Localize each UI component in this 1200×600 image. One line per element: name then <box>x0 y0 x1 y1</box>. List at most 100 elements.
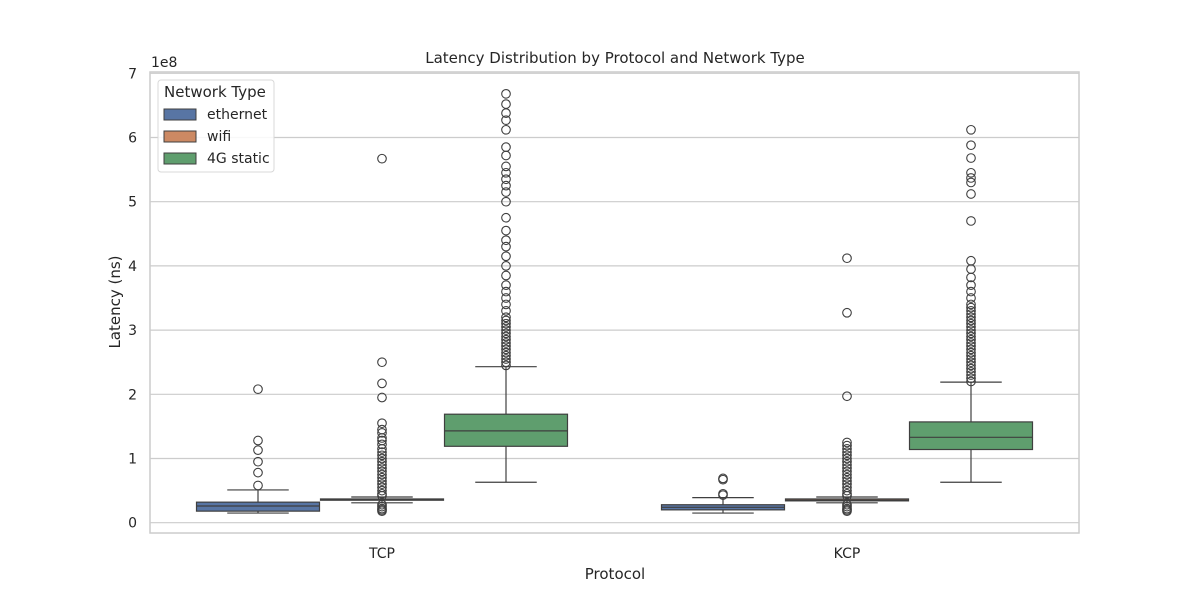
outlier-point <box>966 167 976 178</box>
outlier-point <box>377 418 387 429</box>
outlier-point <box>842 453 852 464</box>
y-tick-label: 6 <box>128 131 137 147</box>
outlier-point <box>966 305 976 316</box>
outlier-point <box>501 270 511 281</box>
box-ethernet-tcp <box>195 384 321 514</box>
outlier-point <box>501 328 511 339</box>
outlier-point <box>966 363 976 374</box>
outlier-point <box>842 472 852 483</box>
grid-lines <box>150 72 1079 524</box>
legend-swatch <box>163 130 197 143</box>
legend-label: wifi <box>207 129 231 145</box>
plot-area <box>149 71 1080 534</box>
y-tick-label: 2 <box>128 387 137 403</box>
outlier-point <box>966 344 976 355</box>
box-wifi-tcp <box>319 153 445 516</box>
outlier-point <box>377 357 387 368</box>
outlier-point <box>842 476 852 486</box>
outlier-point <box>966 216 976 226</box>
outlier-point <box>501 318 511 329</box>
outlier-point <box>966 318 976 329</box>
y-tick-label: 1 <box>128 452 137 468</box>
outlier-point <box>966 312 976 323</box>
outlier-point <box>377 424 387 435</box>
legend-label: 4G static <box>207 151 270 167</box>
outlier-point <box>718 488 728 499</box>
outlier-point <box>501 124 511 135</box>
outlier-point <box>501 305 511 316</box>
y-tick-label: 5 <box>128 195 137 211</box>
outlier-point <box>501 293 511 303</box>
outlier-point <box>842 447 852 457</box>
outlier-point <box>501 174 511 185</box>
outlier-point <box>966 189 976 199</box>
outlier-point <box>842 488 852 499</box>
y-tick-labels: 0 1 2 3 4 5 6 7 <box>128 66 137 531</box>
outlier-point <box>718 473 728 484</box>
outlier-point <box>842 444 852 454</box>
outlier-point <box>501 354 511 364</box>
y-multiplier-label: 1e8 <box>151 55 177 71</box>
outlier-point <box>966 309 976 319</box>
outlier-point <box>966 341 976 352</box>
x-tick-label: KCP <box>834 546 861 562</box>
outlier-point <box>253 435 263 446</box>
outlier-point <box>842 482 852 493</box>
outlier-point <box>377 469 387 480</box>
outlier-point <box>377 392 387 403</box>
outlier-point <box>253 480 263 491</box>
outlier-point <box>501 280 511 291</box>
outlier-point <box>501 315 511 326</box>
outlier-point <box>966 347 976 358</box>
outlier-point <box>842 437 852 448</box>
box-ethernet-kcp <box>660 473 786 514</box>
outlier-point <box>501 261 511 271</box>
outlier-point <box>966 255 976 266</box>
outlier-point <box>966 315 976 326</box>
outlier-point <box>501 286 511 297</box>
outlier-point <box>966 376 976 387</box>
outlier-point <box>842 469 852 480</box>
outlier-point <box>501 341 511 352</box>
outlier-point <box>842 440 852 451</box>
outlier-point <box>501 241 511 252</box>
outlier-point <box>501 334 511 345</box>
legend-label: ethernet <box>207 107 268 123</box>
outlier-point <box>501 360 511 371</box>
outlier-point <box>377 439 387 450</box>
box-body <box>908 421 1034 451</box>
outlier-point <box>501 99 511 109</box>
outlier-point <box>377 472 387 483</box>
legend-title: Network Type <box>164 83 266 101</box>
outlier-point <box>966 280 976 291</box>
outlier-point <box>966 366 976 377</box>
outlier-point <box>501 322 511 332</box>
outlier-point <box>501 312 511 323</box>
outlier-point <box>966 325 976 335</box>
outlier-point <box>966 322 976 332</box>
outlier-point <box>377 450 387 461</box>
chart-title: Latency Distribution by Protocol and Net… <box>425 49 805 67</box>
outlier-point <box>966 354 976 364</box>
outlier-point <box>966 338 976 348</box>
outlier-point <box>501 299 511 310</box>
outlier-point <box>377 435 387 446</box>
outlier-point <box>842 391 852 402</box>
legend-swatch <box>163 152 197 165</box>
outlier-point <box>253 467 263 478</box>
outlier-point <box>501 88 511 99</box>
outlier-point <box>377 466 387 477</box>
outlier-point <box>501 167 511 178</box>
outlier-point <box>842 479 852 490</box>
outlier-point <box>501 196 511 207</box>
legend-frame <box>157 79 275 173</box>
legend: Network Type ethernet wifi 4G static <box>157 79 275 173</box>
outlier-point <box>842 463 852 473</box>
outlier-point <box>501 161 511 172</box>
outlier-point <box>377 485 387 496</box>
outlier-point <box>966 124 976 135</box>
outlier-point <box>253 384 263 395</box>
outlier-point <box>253 445 263 456</box>
outlier-point <box>377 427 387 438</box>
outlier-point <box>377 463 387 473</box>
